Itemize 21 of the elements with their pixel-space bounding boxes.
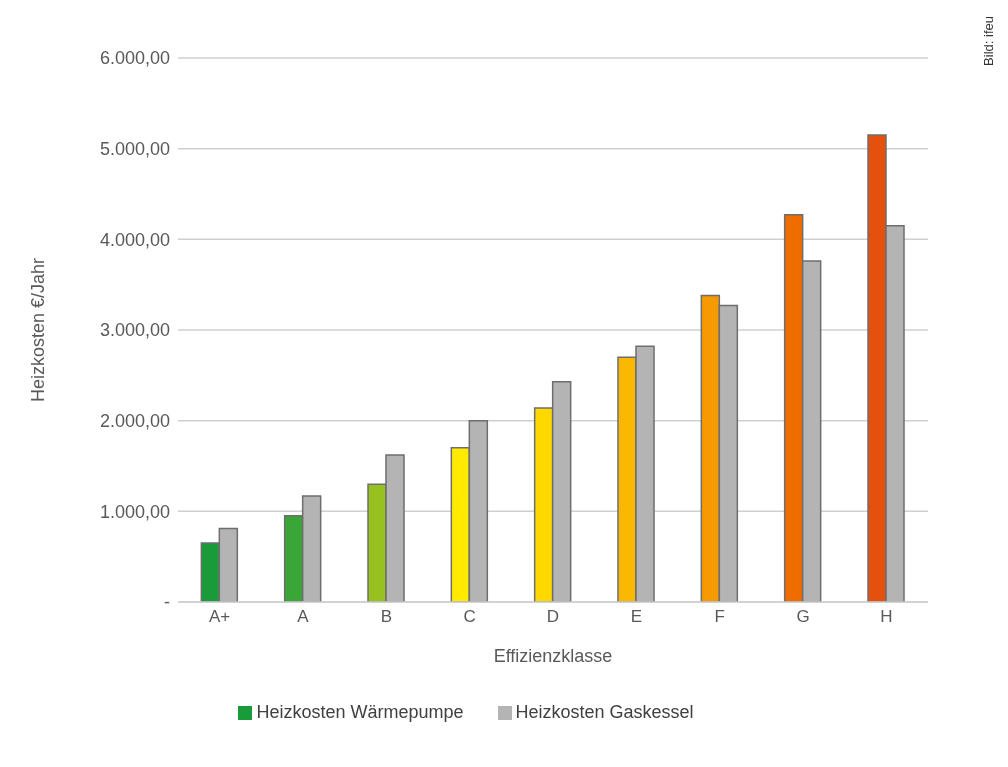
text: Bild: ifeu — [981, 16, 996, 66]
x-tick-label: H — [880, 607, 893, 627]
x-tick-label: A — [297, 607, 310, 627]
y-tick-label: - — [164, 592, 170, 613]
legend-label: Heizkosten Wärmepumpe — [256, 702, 464, 722]
y-tick-label: 1.000,00 — [99, 501, 170, 522]
x-tick-label: G — [796, 607, 810, 627]
x-tick-label: A+ — [209, 607, 231, 627]
x-tick-label: F — [714, 607, 725, 627]
legend-label: Heizkosten Gaskessel — [515, 702, 694, 722]
y-tick-label: 5.000,00 — [99, 139, 170, 160]
y-tick-label: 4.000,00 — [99, 229, 170, 250]
y-tick-label: 2.000,00 — [99, 411, 170, 432]
y-axis-title: Heizkosten €/Jahr — [28, 257, 49, 403]
y-tick-label: 6.000,00 — [99, 48, 170, 69]
x-tick-label: C — [463, 607, 476, 627]
x-tick-label: B — [380, 607, 393, 627]
x-axis-title: Effizienzklasse — [493, 646, 613, 666]
y-tick-label: 3.000,00 — [99, 320, 170, 341]
x-tick-label: D — [546, 607, 560, 627]
x-tick-label: E — [630, 607, 643, 627]
